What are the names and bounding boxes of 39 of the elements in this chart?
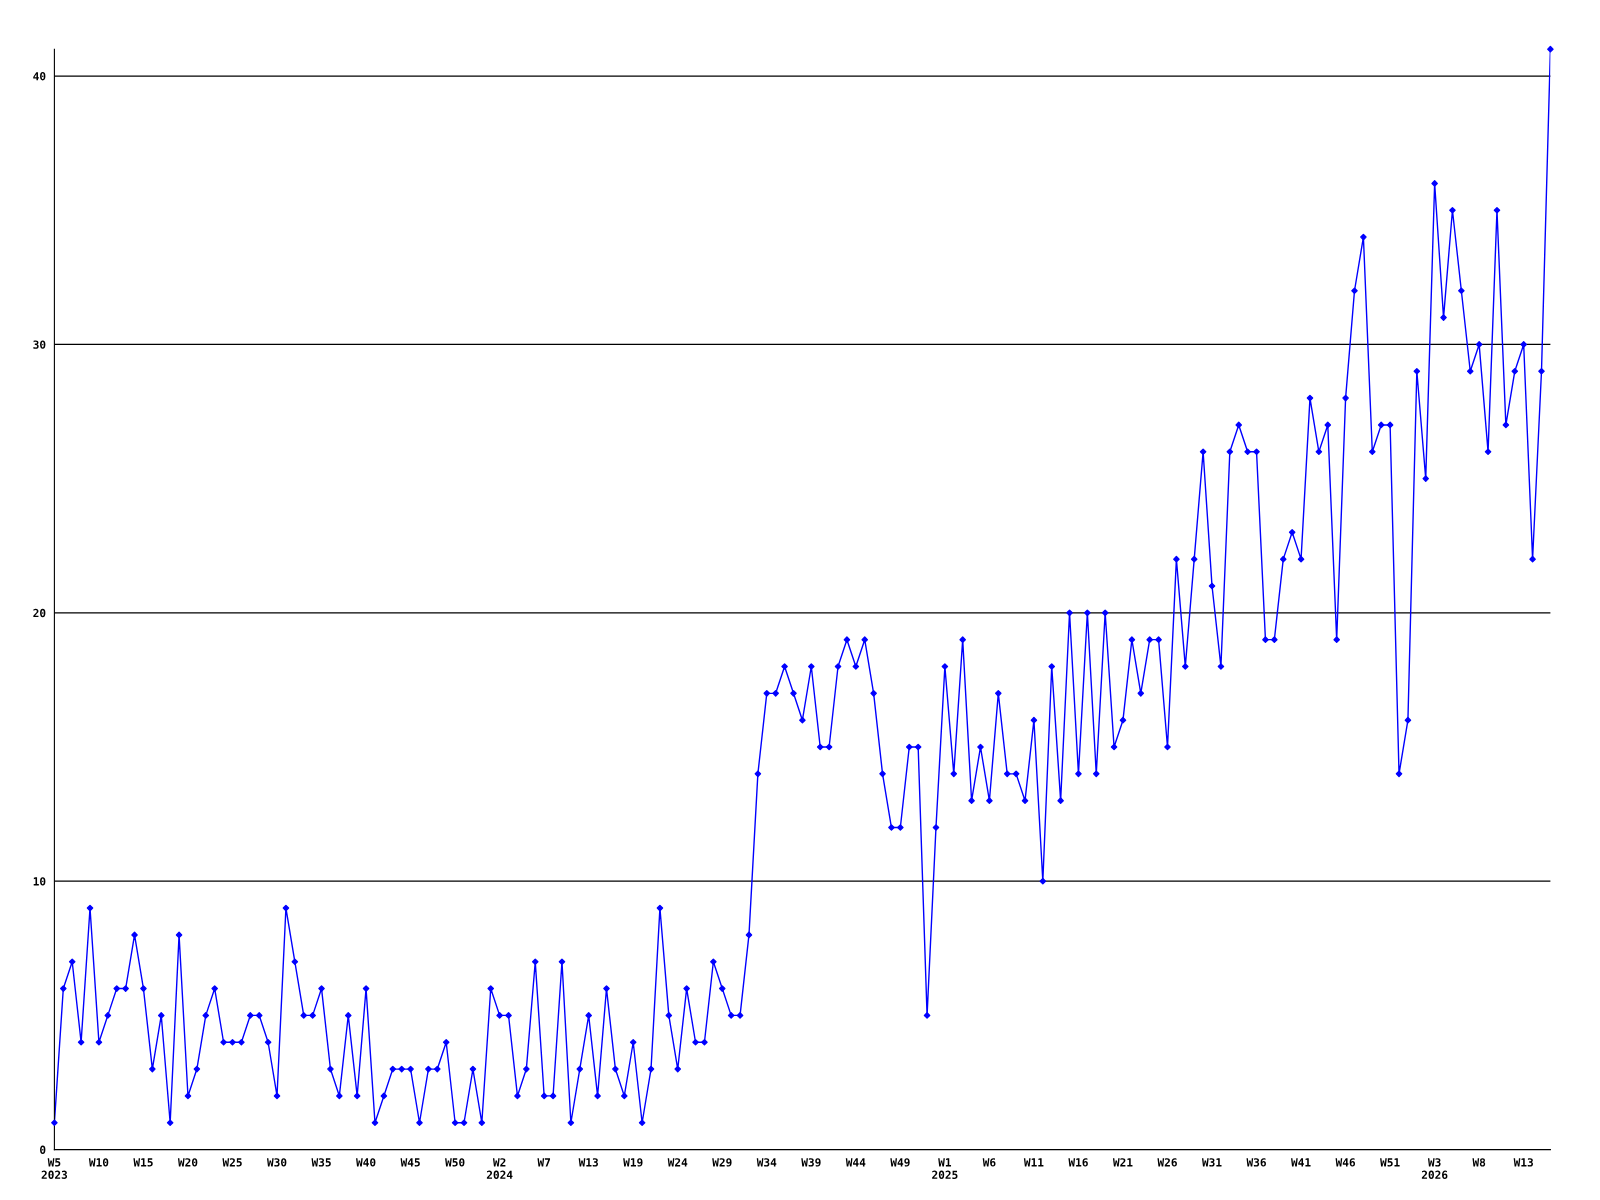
x-tick-label: W36 — [1246, 1158, 1266, 1167]
x-tick-label: W50 — [445, 1158, 465, 1167]
x-tick-label: W7 — [537, 1158, 551, 1167]
x-tick-label: W25 — [222, 1158, 242, 1167]
x-tick-label: W13 — [578, 1158, 598, 1167]
x-tick-label: W46 — [1335, 1158, 1356, 1167]
x-tick-label: W26 — [1157, 1158, 1177, 1167]
y-tick-label: 0 — [40, 1145, 46, 1154]
x-tick-label: W20 — [177, 1158, 198, 1167]
x-tick-label: W29 — [712, 1158, 732, 1167]
x-tick-label: W19 — [623, 1158, 643, 1167]
x-tick-label: W6 — [982, 1158, 996, 1167]
y-tick-label: 40 — [33, 72, 46, 81]
y-tick-label: 30 — [33, 340, 46, 349]
x-tick-label: W2 2024 — [486, 1158, 513, 1179]
x-tick-label: W10 — [88, 1158, 109, 1167]
x-tick-label: W21 — [1112, 1158, 1133, 1167]
x-tick-label: W24 — [667, 1158, 688, 1167]
y-tick-label: 20 — [33, 608, 46, 618]
x-tick-label: W15 — [133, 1158, 153, 1167]
x-tick-label: W40 — [356, 1158, 376, 1167]
x-tick-label: W39 — [801, 1158, 821, 1167]
x-tick-label: W49 — [890, 1158, 910, 1167]
x-tick-label: W8 — [1472, 1158, 1486, 1167]
x-tick-label: W44 — [845, 1158, 866, 1167]
x-tick-label: W5 2023 — [41, 1158, 68, 1179]
x-tick-label: W11 — [1023, 1158, 1044, 1167]
x-tick-label: W51 — [1380, 1158, 1400, 1167]
x-tick-label: W1 2025 — [932, 1158, 958, 1179]
x-tick-label: W45 — [400, 1158, 420, 1167]
y-tick-label: 10 — [33, 877, 46, 886]
x-tick-label: W31 — [1201, 1158, 1222, 1167]
x-tick-label: W35 — [311, 1158, 331, 1167]
x-tick-label: W3 2026 — [1421, 1158, 1448, 1179]
x-tick-label: W41 — [1291, 1158, 1311, 1167]
x-tick-label: W34 — [756, 1158, 777, 1167]
x-tick-label: W16 — [1068, 1158, 1088, 1167]
x-tick-label: W13 — [1513, 1158, 1533, 1167]
x-tick-label: W30 — [266, 1158, 287, 1167]
